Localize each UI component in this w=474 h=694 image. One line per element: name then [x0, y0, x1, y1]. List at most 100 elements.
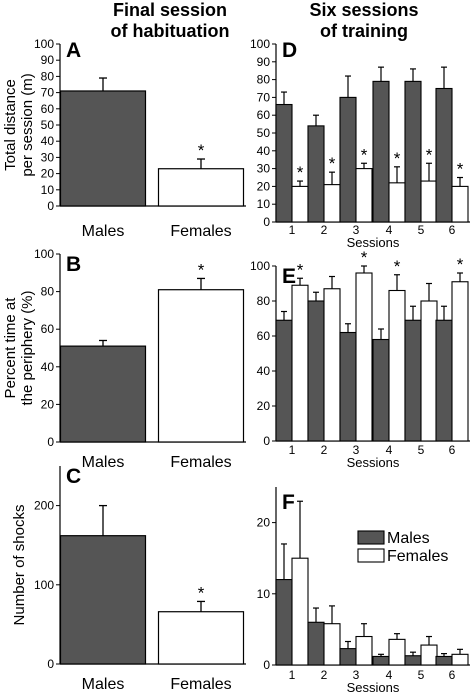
significance-star: * [297, 163, 304, 182]
y-tick-label: 20 [257, 516, 271, 530]
session-tick-label: 2 [321, 223, 328, 237]
y-tick-label: 70 [41, 86, 55, 100]
y-tick-label: 80 [257, 73, 271, 87]
session-tick-label: 3 [353, 443, 360, 457]
bar-males [59, 345, 147, 443]
session-tick-label: 3 [353, 668, 360, 682]
bar-females-session-6 [451, 281, 469, 442]
significance-star: * [457, 160, 464, 179]
session-tick-label: 6 [449, 443, 456, 457]
y-tick-label: 10 [257, 587, 271, 601]
panel-letter-b: B [66, 253, 81, 276]
y-tick-label: 60 [41, 102, 55, 116]
bar-males-session-2 [307, 125, 325, 223]
panel-letter-d: D [282, 39, 297, 62]
y-tick-label: 60 [257, 108, 271, 122]
session-tick-label: 4 [386, 223, 393, 237]
panel-letter-f: F [282, 491, 295, 514]
bar-females-session-1 [291, 284, 309, 442]
bar-females-session-3 [355, 272, 373, 442]
y-tick-label: 0 [263, 658, 270, 672]
bar-females-session-2 [323, 184, 341, 223]
y-tick-label: 100 [34, 37, 54, 51]
panel-b: 0 20 40 60 80 100 B Males * Females Percent time a… [2, 247, 246, 471]
significance-star: * [361, 145, 368, 164]
y-tick-label: 50 [257, 126, 271, 140]
session-tick-label: 1 [289, 443, 296, 457]
session-tick-label: 5 [418, 668, 425, 682]
legend-label-males: Males [387, 530, 430, 547]
significance-star: * [329, 154, 336, 173]
bar-males-session-5 [404, 655, 422, 666]
y-axis-title-line1: Total distance [2, 79, 19, 171]
significance-star: * [361, 248, 368, 267]
bar-females [157, 168, 245, 207]
bar-females-session-5 [420, 180, 438, 223]
bar-males-session-2 [307, 621, 325, 666]
y-tick-label: 100 [250, 37, 270, 51]
significance-star: * [394, 257, 401, 276]
y-tick-label: 0 [47, 199, 54, 213]
panel-d: 0 10 20 30 40 50 60 70 80 90 100 D * 1 * 2 * 3 * 4 * 5 * 6 Sessi… [250, 37, 470, 250]
bar-females-session-5 [420, 300, 438, 442]
left-column-header-line1: Final session [113, 0, 227, 20]
bar-females-session-2 [323, 623, 341, 666]
significance-star: * [297, 260, 304, 279]
session-tick-label: 4 [386, 668, 393, 682]
bar-males-session-6 [435, 655, 453, 666]
legend-swatch-females [357, 548, 385, 563]
right-column-header-line2: of training [320, 21, 408, 41]
significance-star: * [198, 260, 205, 279]
panel-letter-c: C [66, 465, 81, 488]
bar-males-session-6 [435, 319, 453, 442]
bar-females-session-2 [323, 288, 341, 442]
y-tick-label: 40 [257, 364, 271, 378]
y-tick-label: 30 [257, 162, 271, 176]
y-tick-label: 80 [41, 285, 55, 299]
y-tick-label: 10 [257, 197, 271, 211]
y-tick-label: 0 [47, 657, 54, 671]
y-tick-label: 100 [34, 247, 54, 261]
y-tick-label: 90 [41, 53, 55, 67]
x-axis-title: Sessions [347, 680, 400, 694]
panel-letter-e: E [282, 265, 296, 288]
bar-males-session-4 [372, 655, 390, 666]
bar-females-session-6 [451, 185, 469, 223]
session-tick-label: 3 [353, 223, 360, 237]
y-axis-title-line2: the periphery (%) [19, 290, 36, 405]
y-tick-label: 40 [41, 134, 55, 148]
y-tick-label: 100 [250, 259, 270, 273]
bar-females-session-4 [388, 289, 406, 442]
significance-star: * [394, 149, 401, 168]
bar-males-session-2 [307, 300, 325, 442]
y-tick-label: 20 [257, 179, 271, 193]
bar-males [59, 90, 147, 207]
session-tick-label: 2 [321, 668, 328, 682]
y-tick-label: 90 [257, 55, 271, 69]
y-tick-label: 20 [41, 167, 55, 181]
bar-females-session-3 [355, 635, 373, 666]
y-tick-label: 0 [263, 215, 270, 229]
legend-swatch-males [357, 530, 385, 545]
session-tick-label: 6 [449, 668, 456, 682]
y-tick-label: 80 [257, 294, 271, 308]
session-tick-label: 5 [418, 223, 425, 237]
legend-label-females: Females [387, 548, 448, 565]
bar-males-session-5 [404, 319, 422, 442]
left-column-header-line2: of habituation [111, 21, 230, 41]
y-tick-label: 40 [41, 360, 55, 374]
bar-females-session-1 [291, 185, 309, 223]
bar-females [157, 289, 245, 443]
right-column-header-line1: Six sessions [309, 0, 418, 20]
session-tick-label: 5 [418, 443, 425, 457]
session-tick-label: 4 [386, 443, 393, 457]
y-tick-label: 30 [41, 150, 55, 164]
bar-males-session-5 [404, 80, 422, 223]
bar-males-session-1 [275, 579, 293, 666]
significance-star: * [198, 583, 205, 602]
bar-females-session-6 [451, 653, 469, 666]
y-tick-label: 100 [34, 578, 54, 592]
